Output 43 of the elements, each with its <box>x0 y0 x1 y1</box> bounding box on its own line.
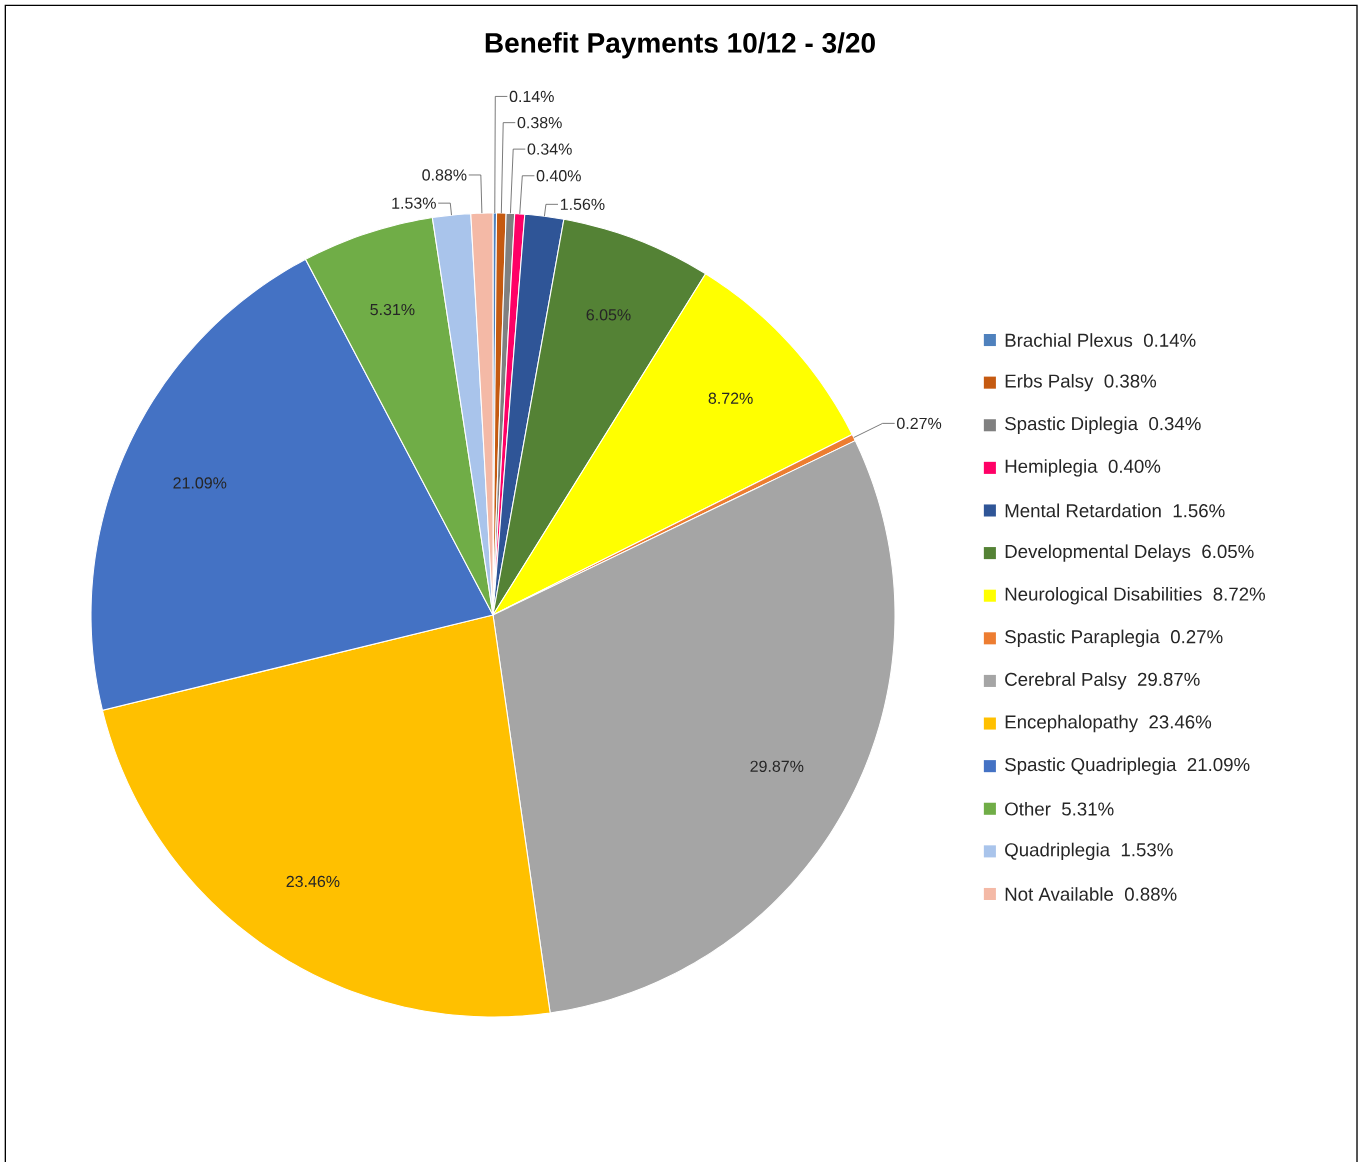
text: 6.05% <box>1202 544 1254 559</box>
legend-label: Neurological Disabilities <box>1005 587 1202 605</box>
text: 0.34% <box>1149 417 1201 431</box>
text: 1.53% <box>1121 843 1173 857</box>
legend-label: Developmental Delays <box>1005 544 1191 562</box>
data-label: 8.72% <box>708 392 753 404</box>
data-label: 0.27% <box>897 417 942 430</box>
data-label: 6.05% <box>586 309 631 321</box>
legend-label: Not Available <box>1005 887 1114 901</box>
data-label: 0.38% <box>517 116 562 129</box>
legend-label: Spastic Diplegia <box>1005 416 1139 434</box>
text: 1.56% <box>1173 504 1225 518</box>
text: 0.38% <box>1104 374 1157 388</box>
legend-label: Brachial Plexus <box>1005 333 1133 347</box>
legend-label: Spastic Paraplegia <box>1005 629 1160 648</box>
data-label: 0.40% <box>536 170 581 182</box>
legend-label: Quadriplegia <box>1005 842 1111 861</box>
data-label: 21.09% <box>173 477 227 489</box>
data-label: 0.88% <box>422 169 467 181</box>
legend-label: Hemiplegia <box>1005 459 1098 477</box>
legend-label: Erbs Palsy <box>1005 373 1094 392</box>
data-label: 23.46% <box>286 875 340 888</box>
legend-label: Other <box>1005 801 1051 816</box>
legend-label: Encephalopathy <box>1005 714 1139 733</box>
text: 8.72% <box>1213 587 1266 601</box>
data-label: 0.34% <box>527 143 572 155</box>
text: 0.88% <box>1124 887 1177 901</box>
text: 5.31% <box>1062 802 1114 816</box>
data-label: 1.53% <box>392 197 436 209</box>
text: 0.40% <box>1108 459 1161 473</box>
data-label: 5.31% <box>370 303 415 316</box>
text: 23.46% <box>1149 715 1212 729</box>
text: 0.14% <box>1143 333 1196 347</box>
legend-label: Mental Retardation <box>1005 503 1161 518</box>
data-label: 29.87% <box>750 760 804 772</box>
legend-label: Cerebral Palsy <box>1005 672 1127 690</box>
data-label: 0.14% <box>509 90 554 103</box>
text: 21.09% <box>1187 757 1250 772</box>
text: 29.87% <box>1137 672 1200 686</box>
legend-label: Spastic Quadriplegia <box>1005 757 1177 775</box>
chart-title: Benefit Payments 10/12 - 3/20 <box>485 32 875 59</box>
text: 0.27% <box>1170 630 1223 644</box>
data-label: 1.56% <box>560 198 605 210</box>
